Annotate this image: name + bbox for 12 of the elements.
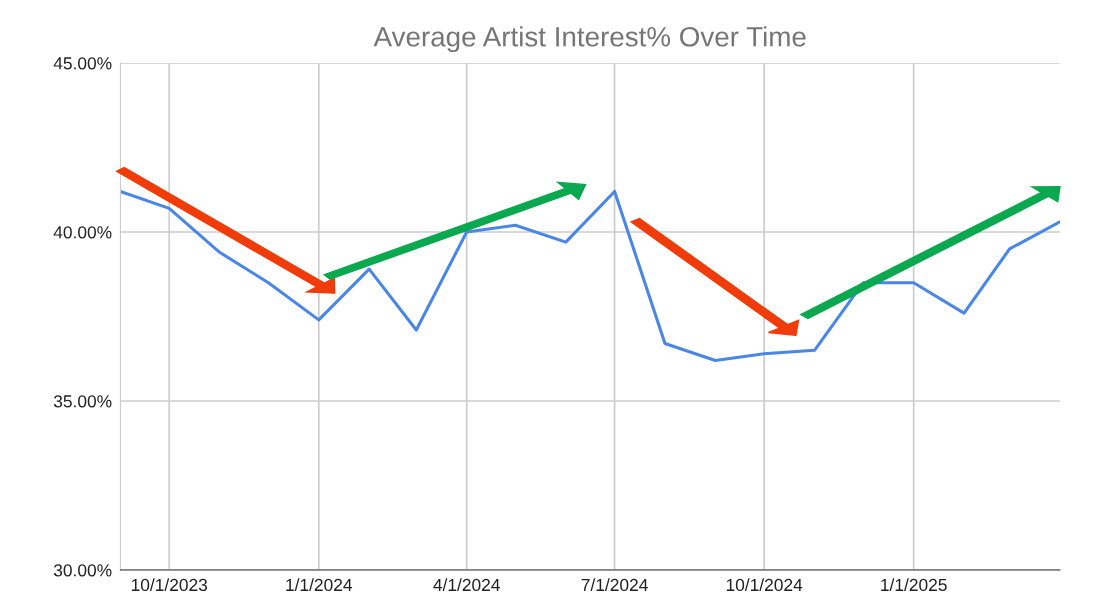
x-tick-label: 1/1/2025 xyxy=(881,578,947,592)
x-tick-label: 10/1/2024 xyxy=(726,578,803,592)
y-tick-label: 35.00% xyxy=(53,395,112,408)
x-tick-label: 7/1/2024 xyxy=(581,578,648,592)
y-tick-label: 40.00% xyxy=(53,226,112,239)
line-series xyxy=(120,189,1060,362)
x-tick-label: 1/1/2024 xyxy=(286,578,353,592)
chart-title: Average Artist Interest% Over Time xyxy=(373,26,806,53)
y-tick-label: 45.00% xyxy=(53,57,112,70)
y-tick-label: 30.00% xyxy=(53,564,112,577)
x-tick-label: 4/1/2024 xyxy=(433,578,500,592)
x-tick-label: 10/1/2023 xyxy=(131,578,208,592)
